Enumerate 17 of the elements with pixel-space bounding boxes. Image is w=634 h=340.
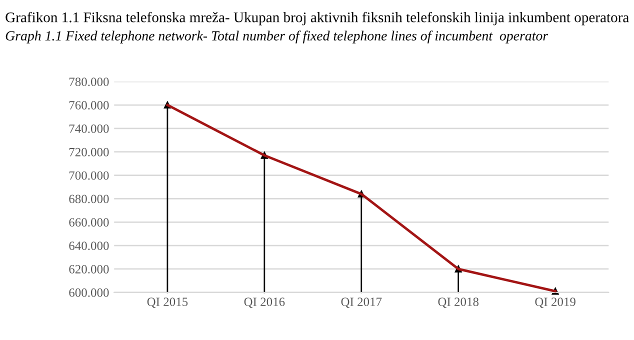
y-tick-label: 640.000 — [69, 242, 109, 250]
chart-title: Grafikon 1.1 Fiksna telefonska mreža- Ukupan broj aktivnih fiksnih telefonskih linija inkumbent operatora — [6, 12, 629, 26]
y-tick-label: 620.000 — [69, 265, 109, 274]
x-tick-label: QI 2017 — [341, 298, 382, 308]
y-tick-label: 600.000 — [69, 288, 109, 297]
x-tick-label: QI 2016 — [244, 298, 285, 308]
y-tick-label: 780.000 — [69, 78, 109, 86]
y-tick-label: 760.000 — [69, 101, 109, 110]
y-tick-label: 660.000 — [69, 218, 109, 227]
y-tick-label: 680.000 — [69, 194, 109, 204]
x-tick-label: QI 2019 — [535, 298, 576, 308]
x-tick-label: QI 2018 — [438, 298, 479, 308]
y-tick-label: 700.000 — [69, 171, 109, 180]
y-tick-label: 720.000 — [69, 148, 109, 156]
x-tick-label: QI 2015 — [147, 298, 188, 308]
chart-subtitle: Graph 1.1 Fixed telephone network- Total number of fixed telephone lines of incumbent operator — [6, 30, 548, 44]
y-tick-label: 740.000 — [69, 124, 109, 133]
